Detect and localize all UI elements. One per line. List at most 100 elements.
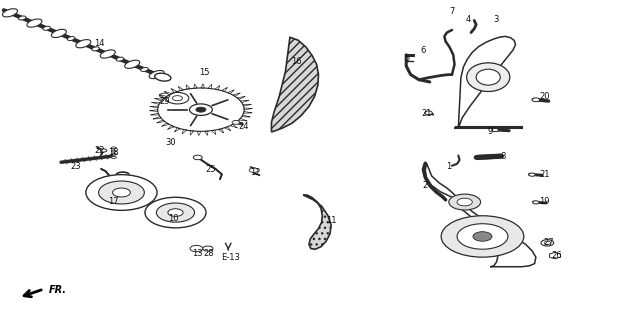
Text: 28: 28: [204, 250, 215, 259]
Polygon shape: [204, 131, 208, 135]
Circle shape: [196, 107, 206, 112]
Ellipse shape: [155, 73, 171, 81]
Text: 27: 27: [543, 238, 554, 247]
Polygon shape: [155, 98, 163, 101]
Text: 20: 20: [539, 92, 549, 101]
Polygon shape: [227, 90, 234, 94]
Ellipse shape: [149, 70, 164, 79]
Text: 11: 11: [326, 216, 336, 225]
Ellipse shape: [125, 60, 140, 68]
Text: 10: 10: [168, 214, 179, 223]
Circle shape: [203, 246, 213, 251]
Text: 18: 18: [108, 148, 119, 156]
Text: E-13: E-13: [221, 253, 240, 262]
Circle shape: [147, 82, 255, 137]
Circle shape: [232, 121, 240, 124]
Text: 16: 16: [291, 57, 301, 66]
Polygon shape: [150, 106, 158, 108]
Polygon shape: [222, 87, 227, 92]
Text: 9: 9: [487, 127, 493, 136]
Text: 6: 6: [420, 45, 426, 55]
Text: 17: 17: [108, 197, 119, 206]
Polygon shape: [211, 130, 216, 134]
Ellipse shape: [3, 9, 18, 17]
Text: 4: 4: [465, 15, 471, 24]
Polygon shape: [190, 131, 194, 135]
Polygon shape: [239, 118, 247, 121]
Text: 29: 29: [159, 97, 170, 106]
Polygon shape: [168, 125, 175, 129]
Text: 22: 22: [94, 146, 104, 155]
Text: 2: 2: [423, 181, 428, 190]
Polygon shape: [159, 95, 167, 98]
Ellipse shape: [111, 147, 117, 149]
Polygon shape: [271, 37, 318, 132]
Text: 7: 7: [449, 7, 455, 16]
Circle shape: [189, 104, 212, 116]
Polygon shape: [230, 124, 238, 128]
Polygon shape: [150, 113, 159, 115]
Circle shape: [449, 194, 480, 210]
Polygon shape: [150, 110, 158, 111]
Circle shape: [425, 111, 433, 115]
Text: 21: 21: [539, 170, 549, 179]
Circle shape: [541, 240, 554, 246]
Circle shape: [113, 188, 131, 197]
Circle shape: [532, 98, 540, 102]
Ellipse shape: [52, 29, 66, 37]
Polygon shape: [201, 84, 204, 88]
Text: 15: 15: [199, 68, 210, 77]
Polygon shape: [178, 86, 183, 91]
Ellipse shape: [100, 50, 115, 58]
Ellipse shape: [111, 150, 117, 152]
Polygon shape: [197, 131, 201, 135]
Text: 14: 14: [94, 39, 104, 48]
Text: FR.: FR.: [48, 285, 66, 295]
Polygon shape: [157, 120, 165, 123]
Polygon shape: [225, 127, 231, 131]
Polygon shape: [303, 195, 331, 249]
Ellipse shape: [116, 57, 124, 61]
Text: 23: 23: [70, 162, 81, 171]
Text: 19: 19: [539, 197, 549, 206]
Polygon shape: [171, 89, 177, 92]
Ellipse shape: [111, 156, 117, 158]
Polygon shape: [244, 108, 252, 110]
Text: 26: 26: [552, 251, 562, 260]
Circle shape: [157, 203, 194, 222]
Ellipse shape: [18, 16, 26, 20]
Polygon shape: [243, 111, 252, 113]
Text: 21: 21: [421, 109, 432, 118]
Ellipse shape: [68, 36, 75, 41]
Text: 24: 24: [238, 122, 248, 131]
Ellipse shape: [476, 69, 500, 85]
Circle shape: [86, 175, 157, 210]
Polygon shape: [235, 122, 243, 125]
Ellipse shape: [466, 63, 510, 92]
Polygon shape: [243, 104, 252, 106]
Circle shape: [99, 181, 145, 204]
Polygon shape: [218, 129, 224, 133]
Polygon shape: [241, 100, 249, 103]
Polygon shape: [459, 36, 515, 128]
Text: 25: 25: [205, 165, 216, 174]
Circle shape: [190, 245, 203, 252]
Circle shape: [457, 224, 508, 249]
Polygon shape: [182, 130, 187, 134]
Text: 12: 12: [250, 168, 260, 177]
Ellipse shape: [141, 68, 148, 71]
Text: 8: 8: [500, 152, 506, 161]
Polygon shape: [152, 102, 160, 104]
Circle shape: [160, 93, 170, 98]
Polygon shape: [208, 84, 211, 89]
Polygon shape: [164, 92, 171, 95]
Ellipse shape: [76, 40, 91, 48]
Circle shape: [101, 149, 107, 152]
Polygon shape: [426, 163, 536, 267]
Ellipse shape: [111, 153, 117, 155]
Polygon shape: [153, 117, 161, 119]
Text: 3: 3: [494, 15, 499, 24]
Polygon shape: [186, 85, 190, 89]
Text: 13: 13: [192, 250, 203, 259]
Polygon shape: [233, 93, 240, 96]
